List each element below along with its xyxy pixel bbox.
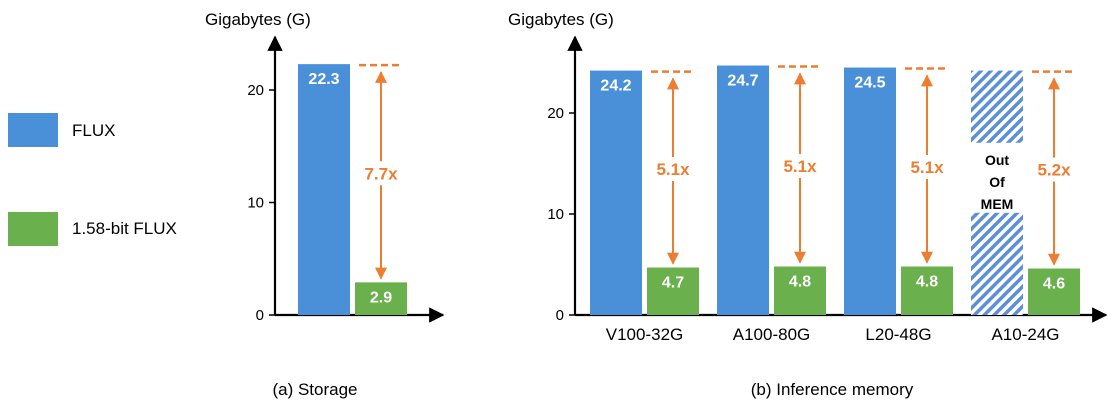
ratio-label: 5.1x	[910, 158, 944, 177]
out-of-memory-label: Out	[985, 152, 1009, 168]
ratio-label: 7.7x	[364, 164, 398, 183]
bar-flux	[717, 65, 769, 315]
x-tick-label: A10-24G	[991, 325, 1059, 344]
legend-swatch-flux	[8, 113, 58, 147]
data-label-flux: 22.3	[308, 71, 339, 88]
out-of-memory-label: MEM	[981, 196, 1014, 212]
data-label-1.58-bit-flux: 4.8	[789, 274, 811, 291]
data-label-1.58-bit-flux: 4.6	[1043, 276, 1065, 293]
y-tick-label: 0	[556, 307, 564, 324]
bar-flux	[590, 70, 642, 315]
bar-1.58-bit-flux	[355, 282, 407, 315]
x-tick-label: L20-48G	[865, 325, 931, 344]
legend-label-1.58-bit-flux: 1.58-bit FLUX	[72, 219, 177, 238]
data-label-1.58-bit-flux: 4.7	[662, 275, 684, 292]
bar-1.58-bit-flux	[1028, 268, 1080, 315]
legend: FLUX 1.58-bit FLUX	[8, 113, 177, 246]
data-label-flux: 24.2	[600, 78, 631, 95]
y-tick-label: 10	[247, 195, 264, 212]
storage-chart: Gigabytes (G) (a) Storage	[205, 10, 445, 399]
data-label-flux: 24.7	[727, 73, 758, 90]
ratio-label-bg	[360, 161, 402, 186]
x-tick-label: V100-32G	[606, 325, 684, 344]
data-label-1.58-bit-flux: 2.9	[370, 289, 392, 306]
out-of-memory-label-bg	[971, 142, 1023, 213]
ratio-label: 5.1x	[783, 157, 817, 176]
y-tick-label: 20	[247, 82, 264, 99]
storage-y-axis-label: Gigabytes (G)	[205, 10, 311, 29]
ratio-label: 5.2x	[1037, 161, 1071, 180]
legend-swatch-1.58-bit-flux	[8, 212, 58, 246]
bar-1.58-bit-flux	[647, 267, 699, 315]
y-tick-label: 20	[547, 105, 564, 122]
x-tick-label: A100-80G	[733, 325, 811, 344]
legend-label-flux: FLUX	[72, 121, 115, 140]
data-label-1.58-bit-flux: 4.8	[916, 274, 938, 291]
out-of-memory-label: Of	[989, 174, 1005, 190]
y-tick-label: 0	[256, 307, 264, 324]
bar-1.58-bit-flux	[774, 266, 826, 315]
bar-1.58-bit-flux	[901, 266, 953, 315]
ratio-label-bg	[779, 154, 821, 179]
y-tick-label: 10	[547, 206, 564, 223]
storage-caption: (a) Storage	[272, 380, 357, 399]
ratio-label-bg	[652, 157, 694, 182]
inference-caption: (b) Inference memory	[751, 380, 914, 399]
ratio-label-bg	[906, 155, 948, 180]
ratio-label-bg	[1033, 157, 1075, 182]
ratio-label: 5.1x	[656, 160, 690, 179]
bar-flux	[298, 64, 350, 315]
inference-y-axis-label: Gigabytes (G)	[508, 10, 614, 29]
bar-flux	[844, 67, 896, 315]
data-label-flux: 24.5	[854, 75, 885, 92]
